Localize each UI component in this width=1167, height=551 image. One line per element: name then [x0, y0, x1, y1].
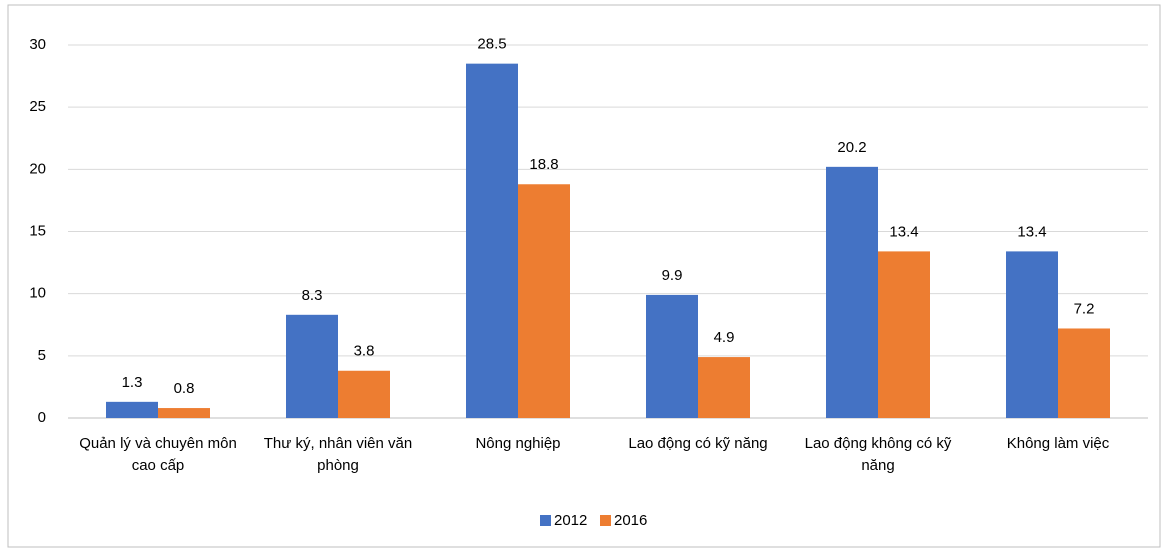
data-label: 3.8 [354, 343, 375, 360]
x-tick-label: Lao động có kỹ năng [628, 435, 768, 452]
data-label: 28.5 [477, 36, 506, 53]
data-label: 20.2 [837, 139, 866, 156]
bar [698, 357, 750, 418]
data-label: 9.9 [662, 267, 683, 284]
y-tick-label: 5 [38, 347, 46, 364]
x-tick-label: Không làm việc [1006, 435, 1110, 452]
x-tick-label: Quản lý và chuyên môn cao cấp [79, 435, 237, 474]
y-tick-label: 20 [29, 160, 46, 177]
y-tick-label: 10 [29, 285, 46, 302]
bar [1058, 328, 1110, 418]
bar [1006, 251, 1058, 418]
y-tick-label: 25 [29, 98, 46, 115]
bar [158, 408, 210, 418]
bar [338, 370, 390, 418]
legend-label: 2016 [614, 512, 647, 529]
x-tick-label: Lao động không có kỹ năng [804, 435, 952, 474]
data-label: 0.8 [174, 380, 195, 397]
bar [826, 166, 878, 418]
data-label: 8.3 [302, 287, 323, 304]
bar [106, 401, 158, 418]
data-label: 18.8 [529, 156, 558, 173]
y-tick-label: 30 [29, 36, 46, 53]
y-tick-label: 0 [38, 409, 46, 426]
bar [646, 294, 698, 418]
legend-swatch [600, 515, 611, 526]
data-label: 1.3 [122, 374, 143, 391]
data-label: 4.9 [714, 329, 735, 346]
legend-swatch [540, 515, 551, 526]
chart-border [7, 4, 1161, 548]
data-label: 13.4 [1017, 223, 1046, 240]
legend-label: 2012 [554, 512, 587, 529]
data-label: 7.2 [1074, 300, 1095, 317]
y-tick-label: 15 [29, 222, 46, 239]
bar [878, 251, 930, 418]
data-label: 13.4 [889, 223, 918, 240]
bar [518, 184, 570, 418]
x-tick-label: Nông nghiệp [475, 435, 561, 452]
bar [466, 63, 518, 419]
x-tick-label: Thư ký, nhân viên văn phòng [263, 435, 413, 474]
bar [286, 314, 338, 418]
